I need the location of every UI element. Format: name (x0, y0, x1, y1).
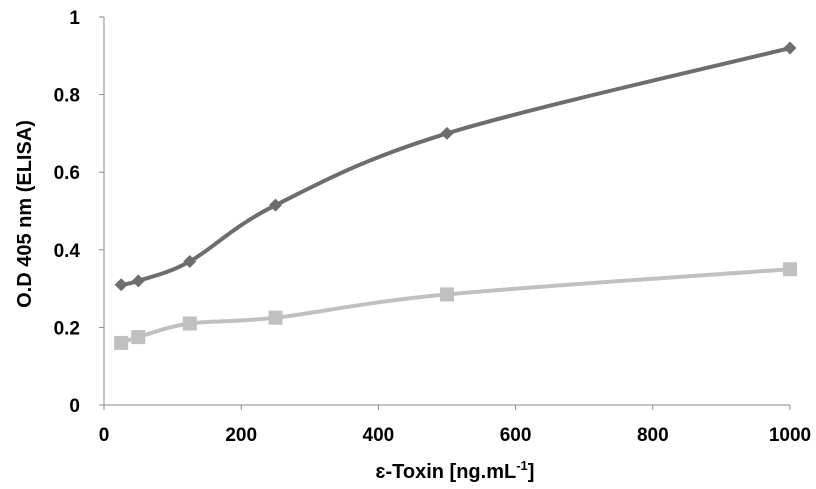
x-axis-title-superscript: -1 (516, 458, 528, 473)
x-tick-label: 600 (500, 425, 532, 446)
series-2 (114, 262, 797, 350)
y-axis-title: O.D 405 nm (ELISA) (14, 120, 36, 308)
data-point-square (440, 287, 454, 302)
data-point-diamond (783, 41, 797, 55)
data-point-square (182, 316, 197, 331)
y-tick-label: 0.2 (54, 318, 80, 339)
y-tick-label: 0.4 (54, 241, 81, 262)
tick-labels: 0 200 400 600 800 1000 0 0.2 0.4 0.6 0.8 1 (54, 8, 812, 446)
y-tick-label: 0 (69, 396, 80, 417)
y-tick-label: 0.6 (54, 163, 80, 184)
series-line (120, 46, 791, 287)
x-tick-label: 0 (99, 425, 110, 446)
y-tick-label: 0.8 (54, 86, 80, 107)
x-axis-title-main: ɛ-Toxin [ng.mL (376, 461, 517, 483)
x-axis-title-close: ] (528, 461, 535, 483)
y-tick-label: 1 (69, 8, 80, 29)
x-axis-title: ɛ-Toxin [ng.mL-1] (376, 458, 535, 483)
data-point-diamond (183, 254, 197, 268)
series-layer (114, 41, 797, 350)
x-tick-label: 200 (225, 425, 257, 446)
axes (99, 16, 791, 410)
data-point-diamond (269, 198, 282, 212)
series-1 (114, 41, 797, 292)
data-point-square (131, 330, 146, 345)
data-point-square (114, 335, 129, 350)
x-tick-label: 800 (637, 425, 669, 446)
x-tick-label: 1000 (769, 425, 811, 446)
data-point-diamond (114, 278, 128, 292)
data-point-square (783, 262, 797, 277)
data-point-diamond (440, 126, 454, 140)
series-line (120, 267, 791, 345)
data-point-square (268, 310, 283, 325)
data-point-diamond (131, 274, 145, 288)
x-tick-label: 400 (363, 425, 395, 446)
